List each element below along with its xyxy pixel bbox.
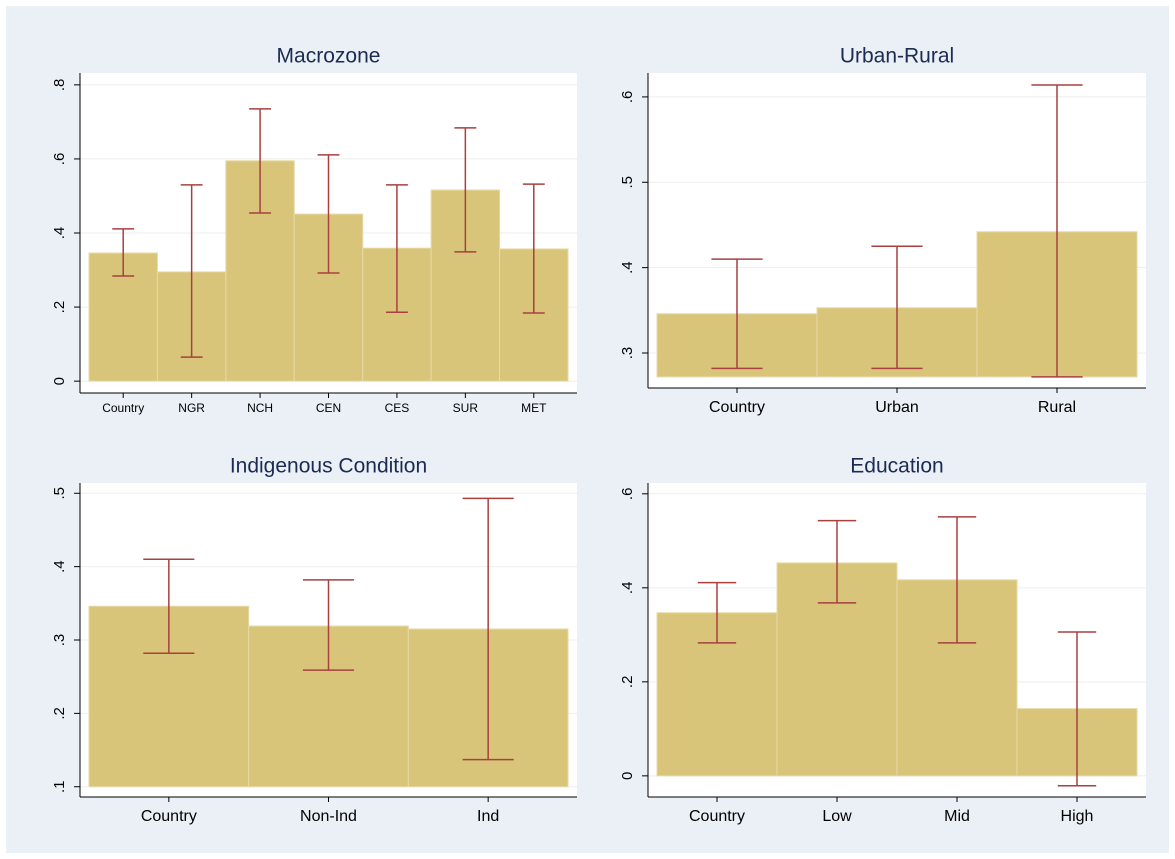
x-tick-label: Country: [102, 401, 144, 415]
x-tick-label: MET: [521, 401, 547, 415]
x-tick-label: NGR: [178, 401, 205, 415]
y-tick-label: .2: [51, 301, 68, 314]
y-tick-label: .5: [619, 176, 636, 189]
chart-title: Urban-Rural: [840, 45, 954, 68]
y-tick-label: .2: [619, 676, 636, 689]
y-tick-label: .4: [51, 227, 68, 240]
x-tick-label: Country: [689, 808, 745, 825]
y-tick-label: .1: [51, 780, 68, 793]
y-tick-label: 0: [51, 377, 68, 385]
x-tick-label: SUR: [453, 401, 479, 415]
x-tick-label: Non-Ind: [300, 808, 357, 825]
y-tick-label: .3: [619, 347, 636, 360]
chart-title: Education: [850, 455, 943, 478]
chart-title: Indigenous Condition: [230, 455, 427, 478]
y-tick-label: .4: [51, 560, 68, 573]
y-tick-label: .2: [51, 707, 68, 720]
x-tick-label: Rural: [1038, 399, 1076, 416]
y-tick-label: .8: [51, 79, 68, 92]
y-tick-label: 0: [619, 772, 636, 780]
chart-title: Macrozone: [277, 45, 381, 68]
y-tick-label: .6: [619, 488, 636, 501]
y-tick-label: .4: [619, 582, 636, 595]
y-tick-label: .4: [619, 261, 636, 274]
y-tick-label: .5: [51, 487, 68, 500]
y-tick-label: .6: [51, 153, 68, 166]
y-tick-label: .3: [51, 634, 68, 647]
x-tick-label: Country: [709, 399, 765, 416]
x-tick-label: NCH: [247, 401, 273, 415]
x-tick-label: High: [1061, 808, 1094, 825]
x-tick-label: Country: [141, 808, 197, 825]
x-tick-label: Mid: [944, 808, 970, 825]
x-tick-label: CEN: [316, 401, 341, 415]
y-tick-label: .6: [619, 91, 636, 104]
x-tick-label: Ind: [477, 808, 499, 825]
x-tick-label: Urban: [875, 399, 919, 416]
x-tick-label: CES: [385, 401, 410, 415]
x-tick-label: Low: [822, 808, 852, 825]
